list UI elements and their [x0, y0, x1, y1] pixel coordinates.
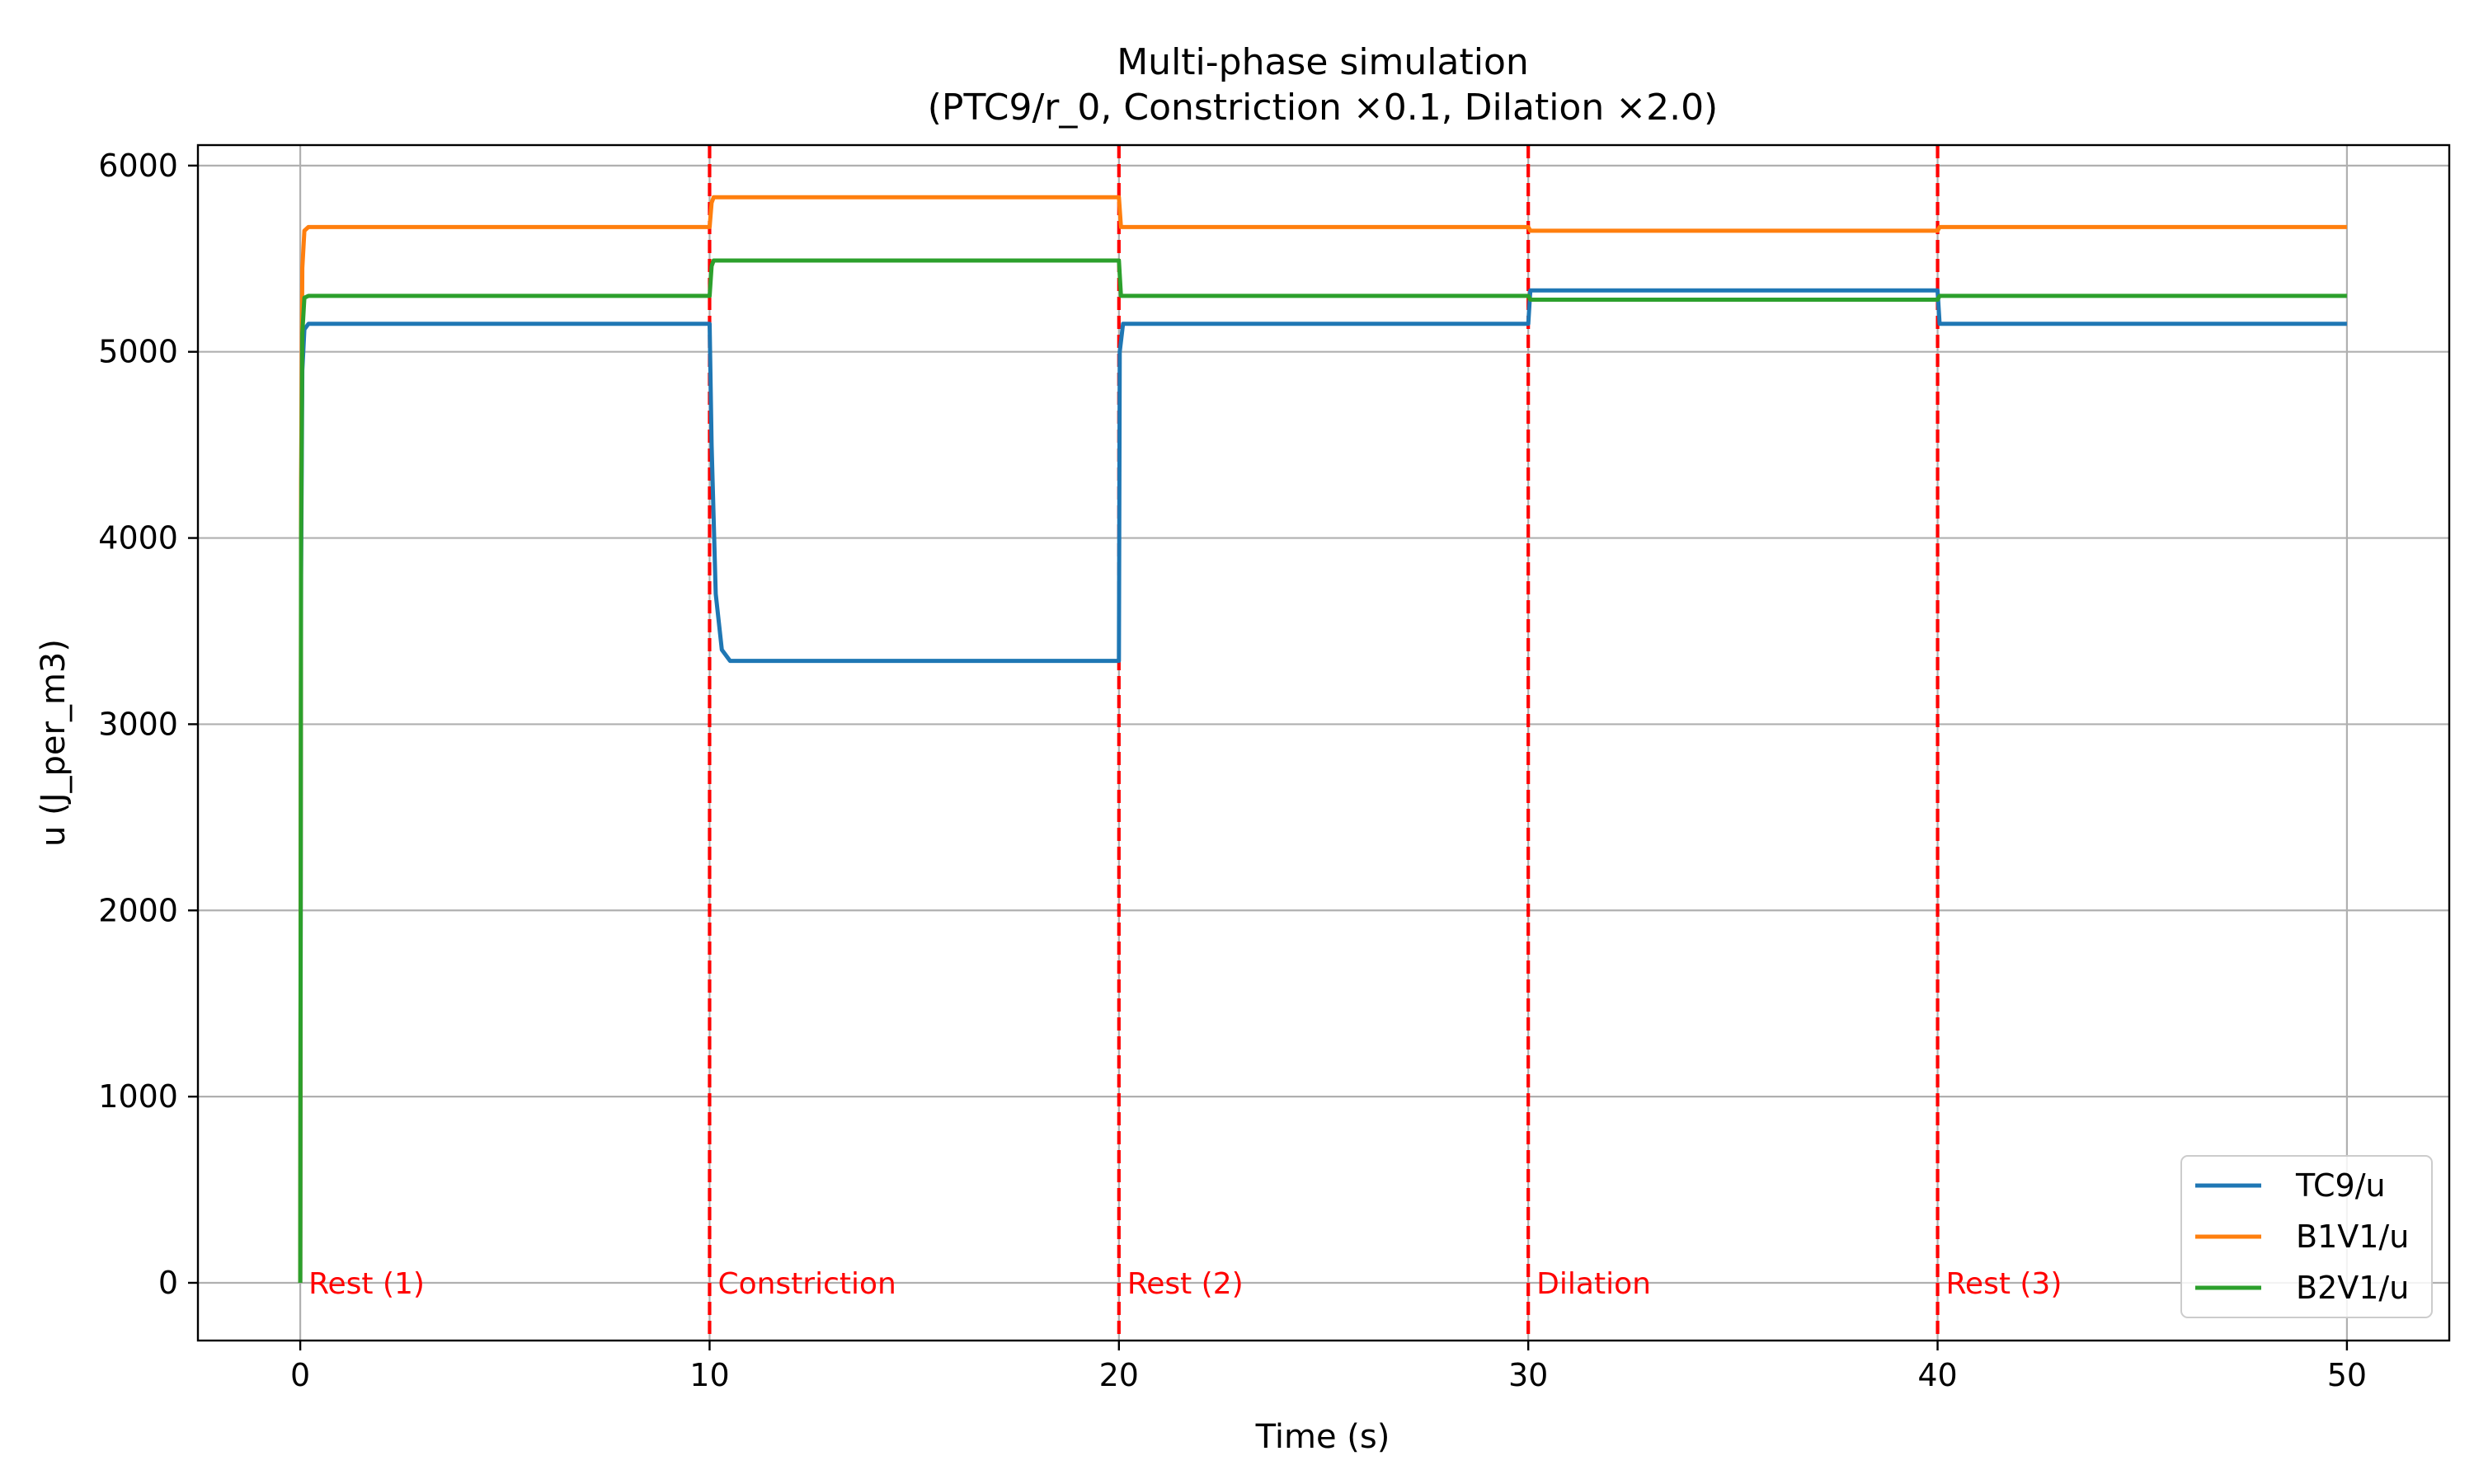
y-tick-label: 5000 [98, 334, 178, 370]
legend-label: TC9/u [2295, 1167, 2386, 1204]
chart-title: Multi-phase simulation [1117, 41, 1529, 83]
x-tick-label: 30 [1508, 1357, 1548, 1393]
legend-label: B1V1/u [2296, 1219, 2409, 1255]
chart-subtitle: (PTC9/r_0, Constriction ×0.1, Dilation ×… [928, 87, 1718, 129]
legend: TC9/u B1V1/u B2V1/u [2181, 1156, 2432, 1317]
y-axis-label: u (J_per_m3) [35, 639, 73, 847]
x-tick-label: 0 [290, 1357, 310, 1393]
phase-label: Rest (3) [1946, 1267, 2062, 1301]
axis-ticks: 0 10 20 30 40 50 0 1000 2000 3000 4000 5000 6000 [98, 148, 2367, 1393]
series-line-tc9-u [300, 290, 2347, 1283]
y-tick-label: 4000 [98, 520, 178, 556]
legend-label: B2V1/u [2296, 1270, 2409, 1306]
phase-label: Dilation [1536, 1267, 1651, 1301]
phase-label: Rest (2) [1127, 1267, 1244, 1301]
series-lines [300, 197, 2347, 1283]
y-tick-label: 0 [158, 1265, 178, 1301]
series-line-b1v1-u [300, 197, 2347, 1283]
series-line-b2v1-u [300, 261, 2347, 1283]
y-tick-label: 2000 [98, 892, 178, 928]
y-tick-label: 3000 [98, 706, 178, 742]
x-tick-label: 50 [2327, 1357, 2367, 1393]
y-tick-label: 6000 [98, 148, 178, 184]
x-axis-label: Time (s) [1255, 1418, 1390, 1456]
x-tick-label: 20 [1099, 1357, 1139, 1393]
x-tick-label: 40 [1917, 1357, 1957, 1393]
y-tick-label: 1000 [98, 1078, 178, 1115]
phase-label: Constriction [717, 1267, 896, 1301]
phase-label: Rest (1) [308, 1267, 425, 1301]
x-tick-label: 10 [689, 1357, 729, 1393]
